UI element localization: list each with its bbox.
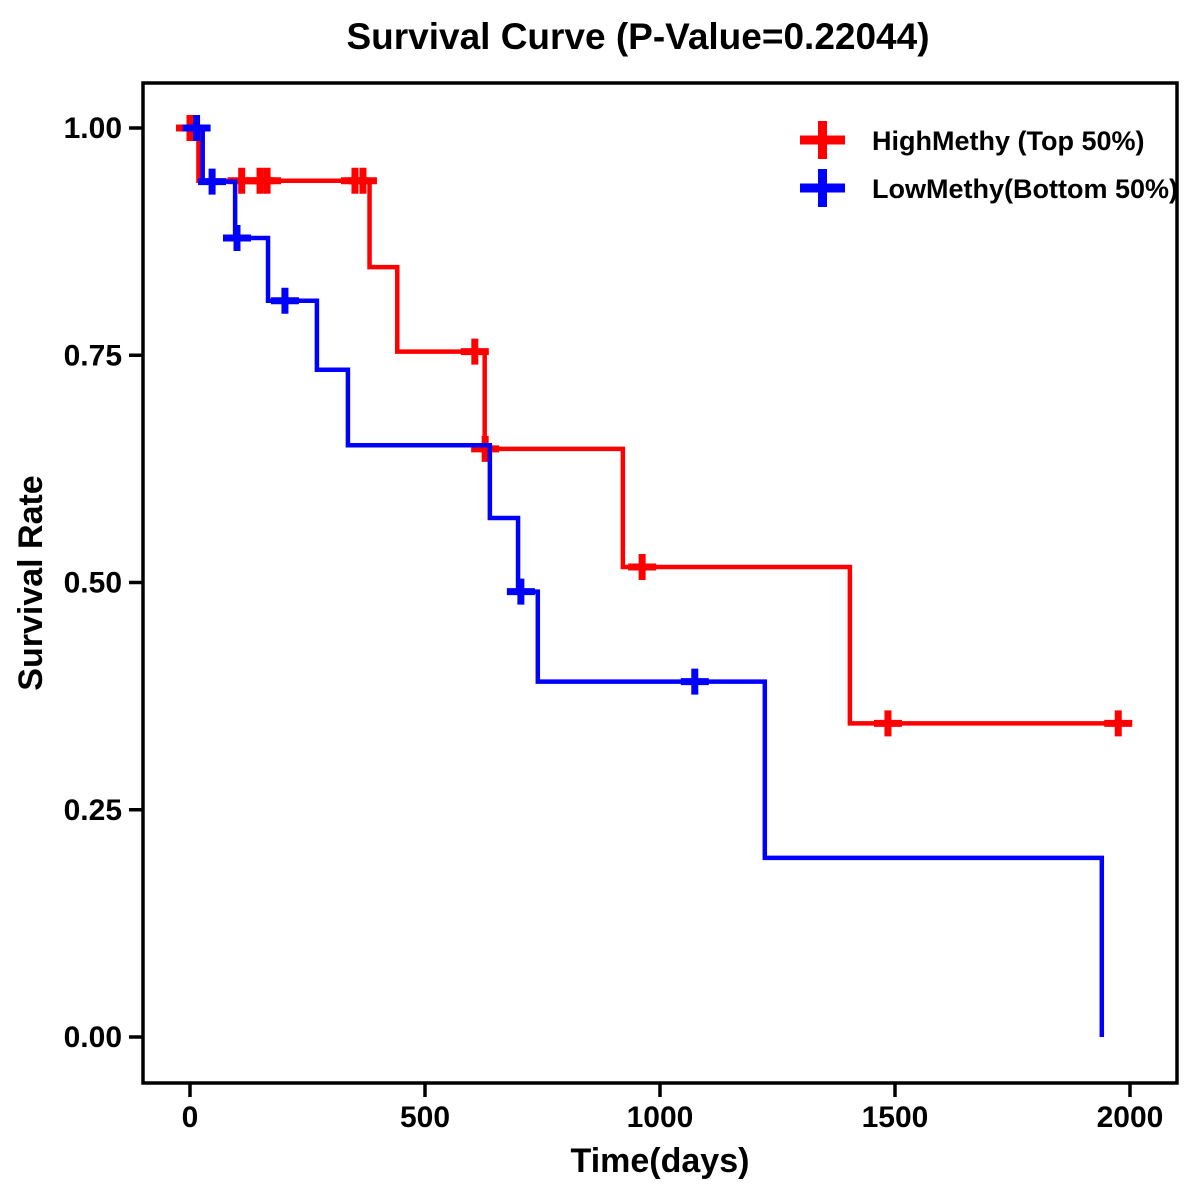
plot-area: 0 500 1000 1500 2000 0.00 0.25 0.50 0.75 1.00 — [64, 112, 1164, 1134]
legend-label-lowmethy: LowMethy(Bottom 50%) — [872, 174, 1178, 204]
censor-mark-icon — [348, 167, 377, 194]
x-tick-label: 2000 — [1097, 1101, 1164, 1134]
y-tick-label: 0.25 — [64, 794, 122, 827]
y-axis-title: Survival Rate — [12, 475, 50, 690]
legend-item-lowmethy: LowMethy(Bottom 50%) — [800, 169, 1178, 207]
plot-frame — [141, 81, 1179, 1085]
legend: HighMethy (Top 50%) LowMethy(Bottom 50%) — [800, 121, 1178, 207]
y-tick-label: 0.50 — [64, 567, 122, 600]
censor-mark-icon — [182, 115, 211, 141]
censor-mark-icon — [460, 338, 489, 365]
x-tick-label: 500 — [400, 1101, 450, 1134]
censor-mark-icon — [873, 710, 902, 737]
x-axis-title: Time(days) — [571, 1142, 750, 1180]
x-tick-label: 1000 — [627, 1101, 694, 1134]
x-tick-label: 0 — [182, 1101, 199, 1134]
y-tick-label: 0.75 — [64, 339, 122, 372]
censor-mark-icon — [270, 287, 299, 314]
censor-mark-icon — [253, 167, 282, 194]
legend-label-highmethy: HighMethy (Top 50%) — [872, 126, 1145, 156]
lowmethy-plus-icon — [800, 169, 845, 207]
y-tick-label: 1.00 — [64, 112, 122, 145]
censor-mark-icon — [680, 668, 709, 695]
survival-step-curve — [190, 125, 1105, 1037]
legend-item-highmethy: HighMethy (Top 50%) — [800, 121, 1145, 159]
censor-mark-icon — [1104, 710, 1133, 737]
highmethy-plus-icon — [800, 121, 845, 159]
x-tick-label: 1500 — [862, 1101, 929, 1134]
chart-title: Survival Curve (P-Value=0.22044) — [346, 16, 929, 57]
survival-step-curve — [190, 125, 1119, 726]
censor-mark-icon — [471, 435, 500, 462]
censor-mark-icon — [506, 578, 535, 605]
y-tick-label: 0.00 — [64, 1021, 122, 1054]
censor-mark-icon — [628, 554, 657, 581]
censor-mark-icon — [223, 224, 251, 251]
censor-mark-icon — [198, 168, 227, 195]
